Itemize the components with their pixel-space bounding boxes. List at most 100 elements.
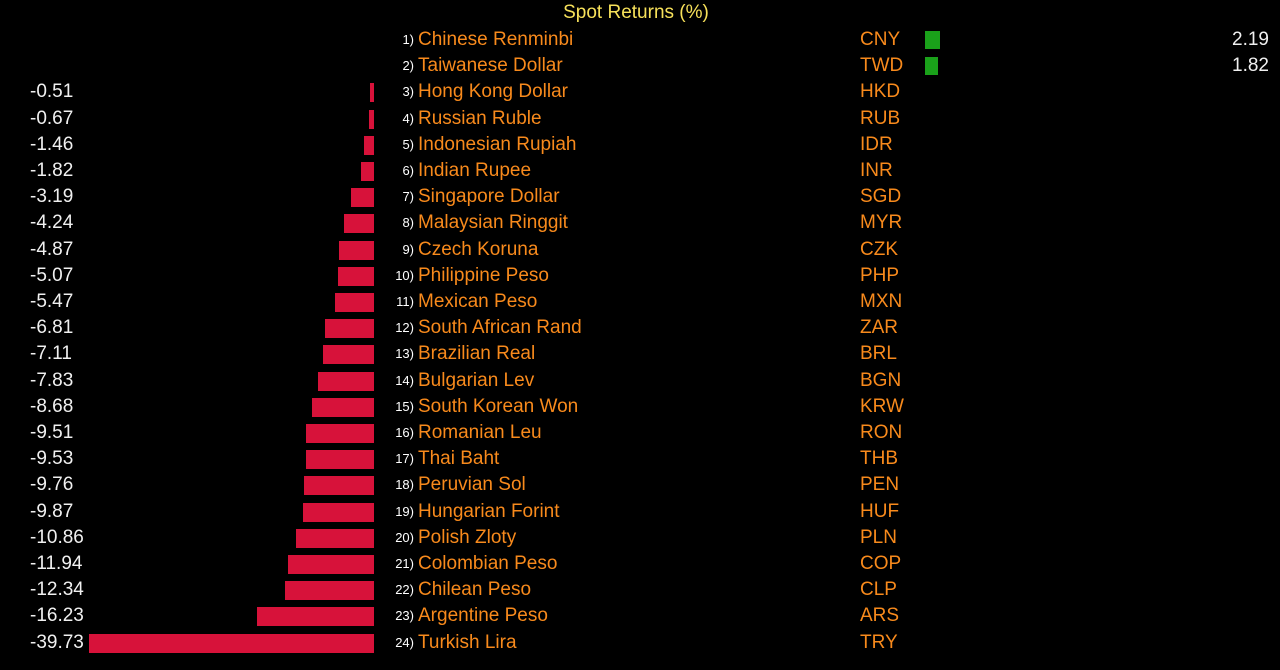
- rank-label: 15): [395, 398, 414, 414]
- currency-code: PLN: [860, 526, 897, 548]
- negative-bar: [285, 581, 374, 601]
- rank-label: 1): [402, 32, 414, 47]
- rank-label: 10): [395, 267, 414, 283]
- currency-name: Indonesian Rupiah: [418, 133, 577, 155]
- negative-bar: [305, 450, 374, 470]
- negative-bar: [296, 528, 374, 548]
- currency-code: ZAR: [860, 317, 898, 339]
- negative-bar: [88, 633, 374, 653]
- negative-bar: [351, 188, 374, 208]
- bar-row: -0.51 3) Hong Kong Dollar HKD: [0, 79, 1280, 105]
- rank-label: 14): [395, 372, 414, 388]
- rank-label: 6): [402, 163, 414, 178]
- negative-bar: [322, 345, 374, 365]
- rank-label: 17): [395, 451, 414, 467]
- bar-row: -16.23 23) Argentine Peso ARS: [0, 603, 1280, 629]
- bar-row: 1) Chinese Renminbi CNY 2.19: [0, 27, 1280, 53]
- currency-code: SGD: [860, 186, 902, 208]
- bar-row: 2) Taiwanese Dollar TWD 1.82: [0, 53, 1280, 79]
- currency-name: Polish Zloty: [418, 526, 517, 548]
- value-label: -8.68: [30, 395, 74, 417]
- currency-code: RON: [860, 422, 903, 443]
- currency-name: Argentine Peso: [418, 605, 548, 627]
- currency-code: PHP: [860, 264, 900, 286]
- bar-row: -8.68 15) South Korean Won KRW: [0, 394, 1280, 420]
- bar-row: -5.07 10) Philippine Peso PHP: [0, 263, 1280, 289]
- currency-name: Malaysian Ringgit: [418, 212, 568, 234]
- value-label: -9.76: [30, 474, 74, 496]
- bar-row: -7.83 14) Bulgarian Lev BGN: [0, 368, 1280, 394]
- currency-name: Indian Rupee: [418, 160, 532, 181]
- value-label: 2.19: [1232, 29, 1269, 50]
- bar-row: -5.47 11) Mexican Peso MXN: [0, 289, 1280, 315]
- negative-bar: [305, 424, 374, 443]
- rank-label: 8): [402, 215, 414, 231]
- rank-label: 16): [395, 425, 414, 440]
- rank-label: 4): [402, 110, 414, 126]
- bar-row: -9.76 18) Peruvian Sol PEN: [0, 472, 1280, 498]
- bar-row: -9.51 16) Romanian Leu RON: [0, 420, 1280, 446]
- value-label: 1.82: [1232, 55, 1269, 77]
- currency-code: MYR: [860, 212, 903, 234]
- currency-code: INR: [860, 160, 893, 181]
- rank-label: 24): [395, 634, 414, 650]
- currency-name: Chilean Peso: [418, 579, 532, 601]
- negative-bar: [303, 502, 374, 522]
- rank-label: 19): [395, 503, 414, 519]
- rank-label: 5): [402, 136, 414, 152]
- currency-code: KRW: [860, 395, 904, 417]
- bar-row: -10.86 20) Polish Zloty PLN: [0, 525, 1280, 551]
- currency-code: HUF: [860, 500, 900, 522]
- currency-name: Russian Ruble: [418, 107, 542, 129]
- rank-label: 22): [395, 582, 414, 598]
- bar-row: -9.87 19) Hungarian Forint HUF: [0, 499, 1280, 525]
- value-label: -9.87: [30, 500, 74, 522]
- bar-row: -9.53 17) Thai Baht THB: [0, 446, 1280, 472]
- currency-code: HKD: [860, 81, 901, 103]
- value-label: -39.73: [30, 631, 84, 653]
- rank-label: 23): [395, 608, 414, 624]
- negative-bar: [257, 607, 374, 627]
- chart-title: Spot Returns (%): [563, 2, 709, 23]
- bar-row: -6.81 12) South African Rand ZAR: [0, 315, 1280, 341]
- negative-bar: [334, 293, 374, 312]
- negative-bar: [317, 371, 374, 391]
- value-label: -1.82: [30, 160, 74, 181]
- currency-code: TWD: [860, 55, 904, 77]
- value-label: -9.53: [30, 448, 74, 470]
- value-label: -7.11: [30, 343, 72, 365]
- currency-name: Colombian Peso: [418, 553, 558, 574]
- currency-name: South Korean Won: [418, 395, 579, 417]
- currency-code: RUB: [860, 107, 901, 129]
- value-label: -4.87: [30, 238, 74, 260]
- rank-label: 3): [402, 84, 414, 100]
- positive-bar: [925, 31, 941, 49]
- negative-bar: [370, 83, 374, 103]
- value-label: -0.51: [30, 81, 74, 103]
- rank-label: 12): [395, 320, 414, 336]
- bar-row: -0.67 4) Russian Ruble RUB: [0, 106, 1280, 132]
- negative-bar: [343, 214, 374, 234]
- bar-row: -1.82 6) Indian Rupee INR: [0, 158, 1280, 184]
- currency-code: PEN: [860, 474, 900, 496]
- value-label: -6.81: [30, 317, 74, 339]
- currency-name: Bulgarian Lev: [418, 369, 535, 391]
- negative-bar: [360, 162, 374, 181]
- value-label: -5.47: [30, 291, 74, 312]
- currency-code: ARS: [860, 605, 900, 627]
- currency-code: BGN: [860, 369, 902, 391]
- currency-name: Thai Baht: [418, 448, 500, 470]
- bar-row: -7.11 13) Brazilian Real BRL: [0, 341, 1280, 367]
- value-label: -11.94: [30, 553, 83, 574]
- currency-name: Turkish Lira: [418, 631, 517, 653]
- currency-name: Philippine Peso: [418, 264, 549, 286]
- rank-label: 9): [402, 241, 414, 257]
- currency-name: Brazilian Real: [418, 343, 536, 365]
- negative-bar: [337, 266, 374, 286]
- bar-row: -4.24 8) Malaysian Ringgit MYR: [0, 210, 1280, 236]
- rank-label: 18): [395, 477, 414, 493]
- value-label: -9.51: [30, 422, 74, 443]
- value-label: -16.23: [30, 605, 84, 627]
- bar-row: -3.19 7) Singapore Dollar SGD: [0, 184, 1280, 210]
